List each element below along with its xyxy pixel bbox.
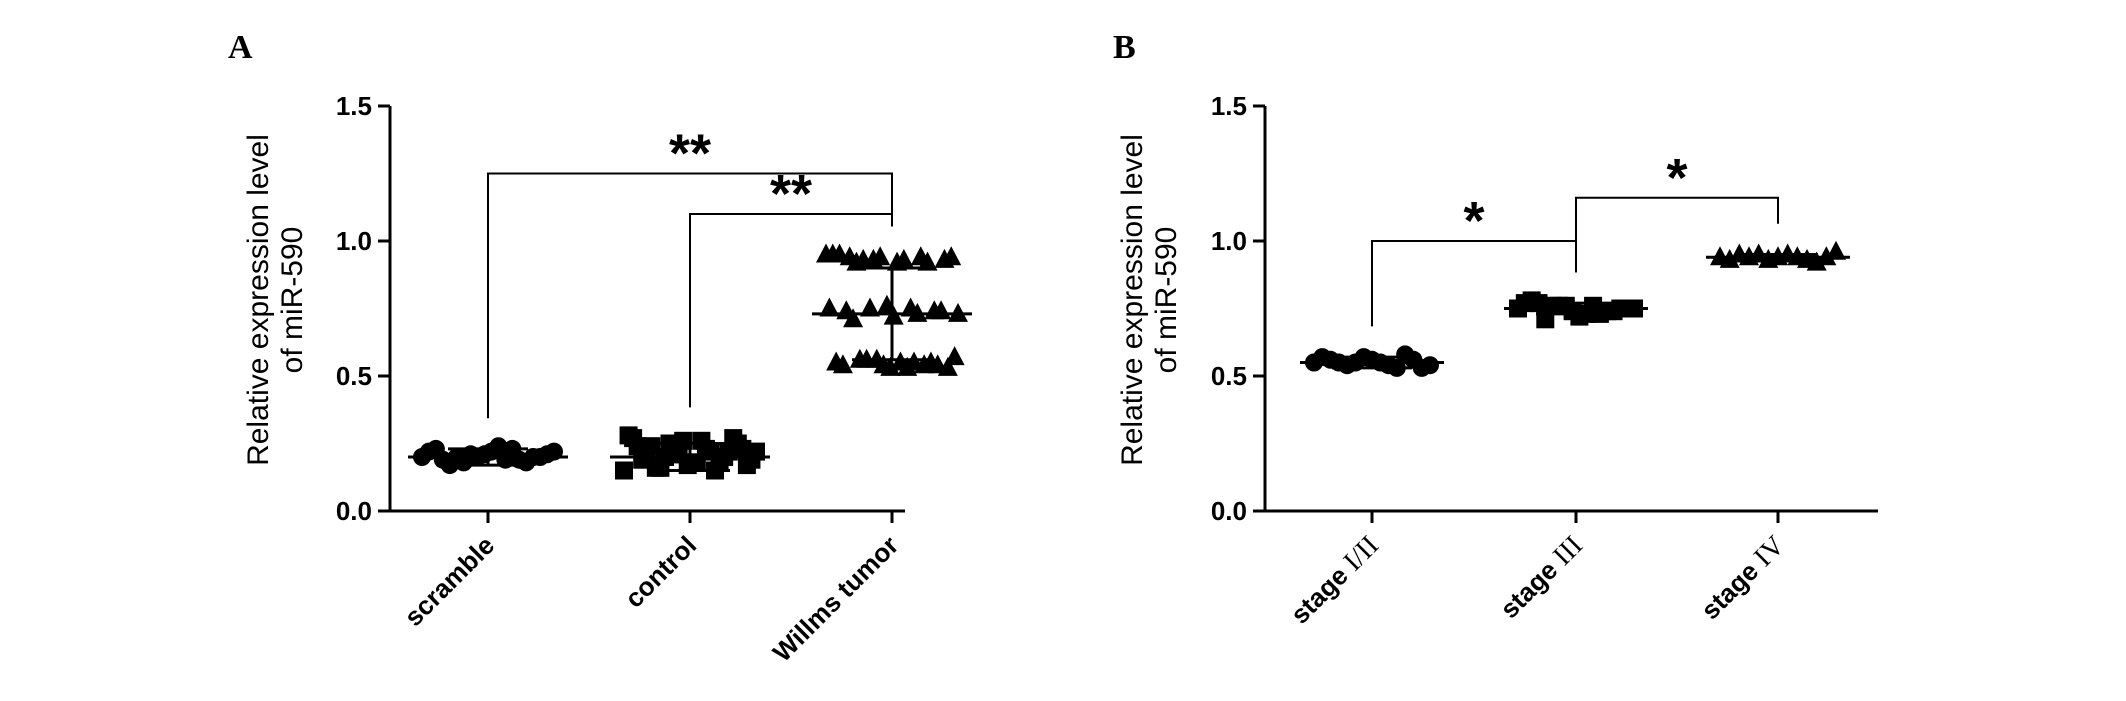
panel-b-comparisons: ** (1371, 148, 1779, 327)
panel-b-categories: stage I/II stage III stage IV (1285, 530, 1791, 630)
panel-a-categories: scramble control Willms tumor (398, 530, 904, 667)
panel-a-axes: 0.0 0.5 1.0 1.5 (336, 91, 905, 526)
panel-b-ylabel: Relative expression level of miR-590 (1116, 134, 1183, 466)
panel-a-point (624, 429, 643, 448)
panel-a-point (615, 461, 633, 480)
panel-b: B Relative expression level of miR-590 0… (1113, 29, 1878, 630)
panel-a-comparison-bracket (487, 172, 893, 419)
panel-letter-a: A (228, 29, 253, 66)
panel-a-y-tick-label: 1.5 (336, 91, 372, 121)
panel-a-point (832, 354, 853, 374)
panel-a-point (633, 450, 652, 469)
panel-a-comparisons: ** ** (487, 124, 893, 419)
panel-a-ylabel: Relative expression level of miR-590 (242, 134, 309, 466)
panel-a-point (843, 308, 864, 328)
panel-b-point (1563, 302, 1582, 321)
panel-b-point (1396, 345, 1415, 364)
panel-a-comparison-bracket (689, 213, 893, 408)
panel-a-point (860, 297, 880, 317)
panel-a-ylabel-line1: Relative expression level (242, 134, 275, 466)
panel-a-point (489, 437, 508, 456)
panel-b-category-label: stage IV (1695, 530, 1791, 626)
panel-a-category-label: control (619, 530, 703, 614)
panel-a-marks (408, 243, 972, 480)
panel-b-point (1584, 296, 1603, 315)
panel-a-point (917, 251, 938, 271)
panel-a-point (870, 246, 891, 266)
panel-a-point (941, 246, 962, 266)
panel-a-significance-label: ** (770, 164, 812, 224)
panel-a-significance-label: ** (669, 124, 711, 184)
panel-a-point (927, 354, 948, 374)
panel-b-y-tick-label: 0.0 (1211, 496, 1247, 526)
panel-b-y-tick-label: 0.5 (1211, 361, 1247, 391)
panel-a-point (880, 356, 901, 376)
panel-a: A Relative expression level of miR-590 0… (228, 29, 972, 668)
panel-a-y-tick-label: 0.5 (336, 361, 372, 391)
panel-a-ylabel-line2: of miR-590 (276, 227, 309, 374)
panel-b-significance-label: * (1463, 191, 1484, 251)
panel-a-point (829, 243, 850, 263)
panel-b-category-label: stage I/II (1285, 530, 1385, 630)
panel-a-category-label: scramble (398, 530, 500, 632)
panel-b-category-label: stage III (1494, 530, 1589, 625)
panel-b-ylabel-line2: of miR-590 (1150, 227, 1183, 374)
panel-b-significance-label: * (1666, 148, 1687, 208)
panel-b-y-tick-label: 1.0 (1211, 226, 1247, 256)
panel-a-point (853, 248, 874, 268)
panel-a-point (944, 346, 965, 366)
panel-letter-b: B (1113, 29, 1136, 66)
panel-a-y-tick-label: 1.0 (336, 226, 372, 256)
panel-b-point (1826, 240, 1846, 260)
panel-b-comparison-bracket (1575, 196, 1779, 273)
panel-a-category-label: Willms tumor (767, 530, 904, 667)
panel-b-axes: 0.0 0.5 1.0 1.5 (1211, 91, 1878, 526)
panel-b-marks (1300, 240, 1850, 377)
panel-b-ylabel-line1: Relative expression level (1116, 134, 1149, 466)
panel-a-y-tick-label: 0.0 (336, 496, 372, 526)
panel-a-point (819, 297, 840, 317)
panel-a-point (893, 248, 914, 268)
panel-b-y-tick-label: 1.5 (1211, 91, 1247, 121)
panel-a-point (737, 456, 756, 475)
